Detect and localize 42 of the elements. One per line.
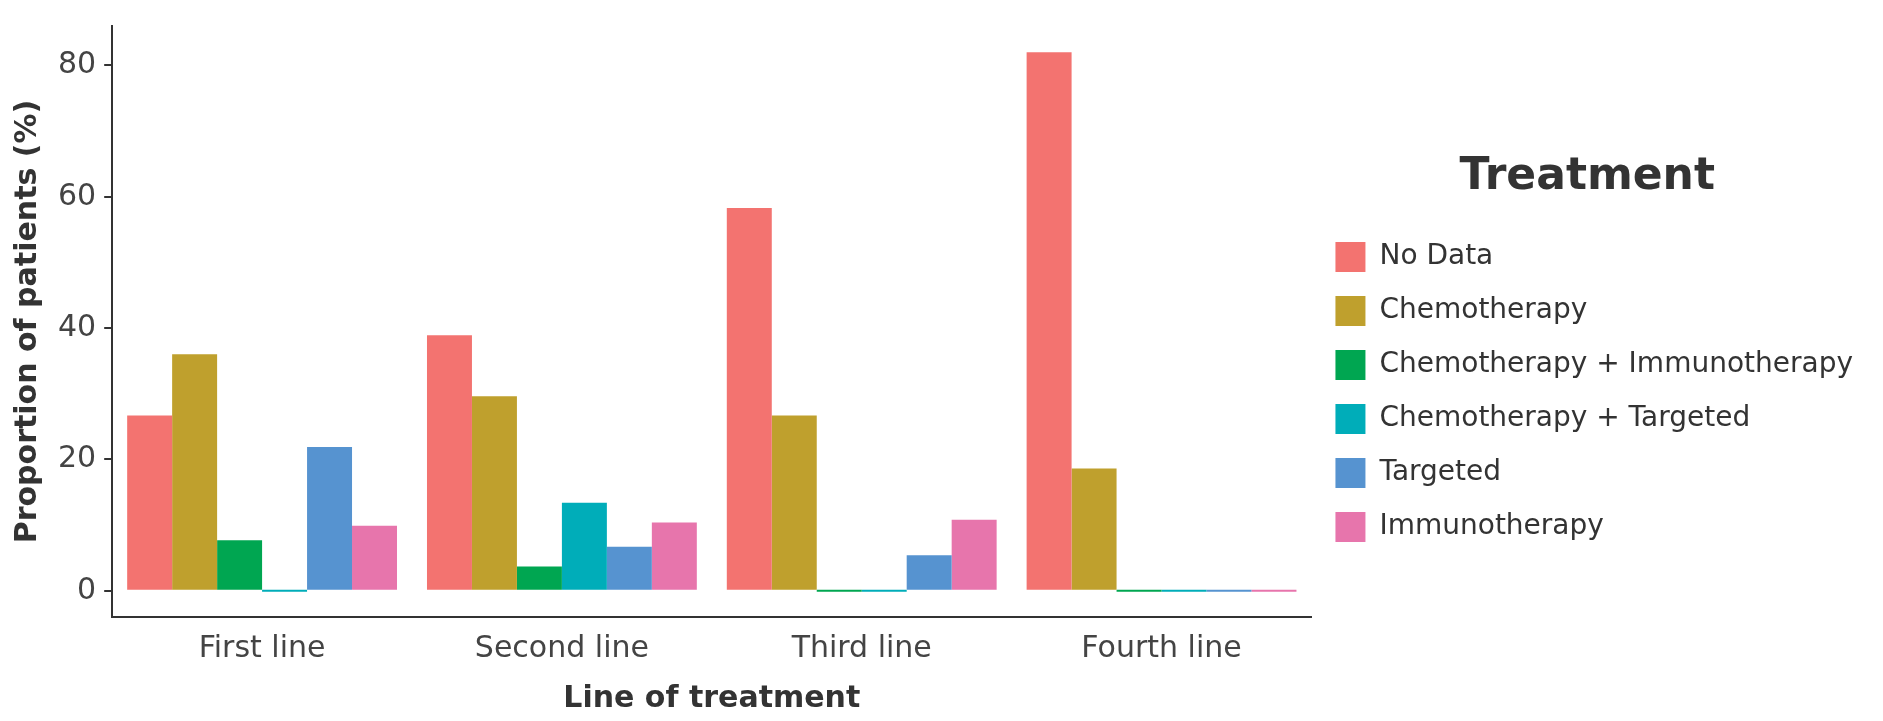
legend-label: No Data bbox=[1379, 238, 1494, 272]
bar bbox=[561, 502, 607, 590]
bar bbox=[262, 589, 308, 592]
legend-label: Chemotherapy + Immunotherapy bbox=[1379, 346, 1854, 380]
bar bbox=[127, 415, 173, 590]
y-tick-label: 60 bbox=[57, 176, 97, 212]
bar bbox=[1251, 589, 1297, 592]
x-tick-label: First line bbox=[198, 628, 326, 664]
bar bbox=[771, 415, 817, 590]
bar bbox=[471, 396, 517, 590]
bar bbox=[1161, 589, 1207, 592]
bar bbox=[1206, 589, 1252, 592]
bar bbox=[726, 207, 772, 590]
bar bbox=[516, 566, 562, 590]
bar bbox=[1026, 52, 1072, 590]
bar bbox=[1071, 468, 1117, 590]
bar bbox=[906, 555, 952, 590]
y-tick-label: 40 bbox=[57, 307, 97, 343]
legend-label: Immunotherapy bbox=[1379, 508, 1604, 542]
bar bbox=[172, 354, 218, 590]
bar bbox=[217, 540, 263, 590]
bar bbox=[606, 546, 652, 590]
legend-label: Targeted bbox=[1378, 454, 1502, 488]
bar bbox=[816, 589, 862, 592]
bar bbox=[861, 589, 907, 592]
x-tick-label: Third line bbox=[790, 628, 932, 664]
x-tick-label: Fourth line bbox=[1081, 628, 1242, 664]
bar bbox=[352, 525, 397, 590]
bar bbox=[426, 335, 472, 590]
legend-label: Chemotherapy + Targeted bbox=[1379, 400, 1751, 434]
bar bbox=[951, 519, 997, 590]
bar bbox=[651, 522, 697, 590]
y-tick-label: 0 bbox=[77, 570, 97, 606]
bar bbox=[1116, 589, 1162, 592]
y-axis-title: Proportion of patients (%) bbox=[7, 99, 43, 544]
x-tick-label: Second line bbox=[474, 628, 649, 664]
bar bbox=[307, 446, 353, 590]
legend-label: Chemotherapy bbox=[1379, 292, 1588, 326]
x-axis-title: Line of treatment bbox=[563, 678, 861, 714]
y-tick-label: 20 bbox=[57, 439, 97, 475]
legend-title: Treatment bbox=[1459, 147, 1715, 199]
y-tick-label: 80 bbox=[57, 45, 97, 81]
